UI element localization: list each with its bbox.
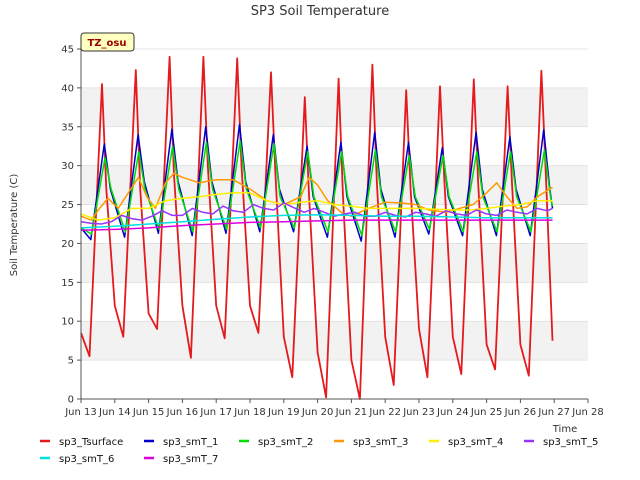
series-line-sp3_smT_5: [80, 202, 553, 225]
series-line-sp3_smT_6: [80, 213, 553, 229]
y-tick-label: 20: [61, 239, 74, 250]
x-tick-label: Jun 22: [368, 407, 401, 418]
legend-label: sp3_smT_3: [353, 437, 408, 448]
x-tick-label: Jun 15: [132, 407, 165, 418]
y-tick-label: 30: [61, 161, 74, 172]
series-line-sp3_smT_7: [80, 219, 553, 231]
y-tick-label: 40: [61, 83, 74, 94]
legend: sp3_Tsurface sp3_smT_1 sp3_smT_2 sp3_smT_3 s…: [40, 437, 598, 465]
x-tick-label: Jun 18: [233, 407, 266, 418]
series-line-sp3_smT_3: [80, 172, 553, 221]
x-tick-label: Jun 20: [301, 407, 334, 418]
legend-label: sp3_smT_5: [543, 437, 598, 448]
x-tick-label: Jun 28: [571, 407, 604, 418]
annotation-box: [80, 32, 135, 52]
x-tick-label: Jun 25: [470, 407, 503, 418]
annotation-badge: TZ_osu: [80, 32, 135, 52]
x-tick-label: Jun 24: [436, 407, 469, 418]
grid-band: [81, 321, 588, 361]
y-tick-label: 5: [68, 356, 74, 367]
legend-label: sp3_Tsurface: [59, 437, 123, 448]
x-tick-label: Jun 19: [267, 407, 300, 418]
series-line-sp3_smT_4: [80, 192, 553, 221]
legend-label: sp3_smT_1: [163, 437, 218, 448]
y-tick-label: 0: [68, 395, 74, 406]
legend-label: sp3_smT_2: [258, 437, 313, 448]
legend-label: sp3_smT_4: [448, 437, 503, 448]
legend-label: sp3_smT_6: [59, 454, 114, 465]
series-layer: [80, 55, 554, 400]
y-tick-label: 45: [61, 45, 74, 56]
y-tick-label: 10: [61, 317, 74, 328]
y-axis-label: Soil Temperature (C): [9, 174, 20, 277]
axes: [80, 49, 588, 400]
x-tick-label: Jun 13: [64, 407, 97, 418]
x-tick-label: Jun 21: [335, 407, 368, 418]
x-tick-label: Jun 26: [504, 407, 537, 418]
x-tick-label: Jun 17: [199, 407, 232, 418]
chart-title: SP3 Soil Temperature: [251, 4, 389, 19]
grid-band: [81, 87, 588, 127]
y-tick-label: 15: [61, 278, 74, 289]
x-axis-label: Time: [552, 424, 577, 435]
series-line-sp3_Tsurface: [80, 55, 554, 400]
x-tick-label: Jun 27: [537, 407, 570, 418]
x-tick-label: Jun 14: [98, 407, 131, 418]
grid-band: [81, 243, 588, 283]
legend-label: sp3_smT_7: [163, 454, 218, 465]
x-tick-label: Jun 16: [166, 407, 199, 418]
annotation-text: TZ_osu: [87, 38, 126, 49]
x-tick-label: Jun 23: [402, 407, 435, 418]
y-tick-label: 25: [61, 200, 74, 211]
y-tick-label: 35: [61, 122, 74, 133]
